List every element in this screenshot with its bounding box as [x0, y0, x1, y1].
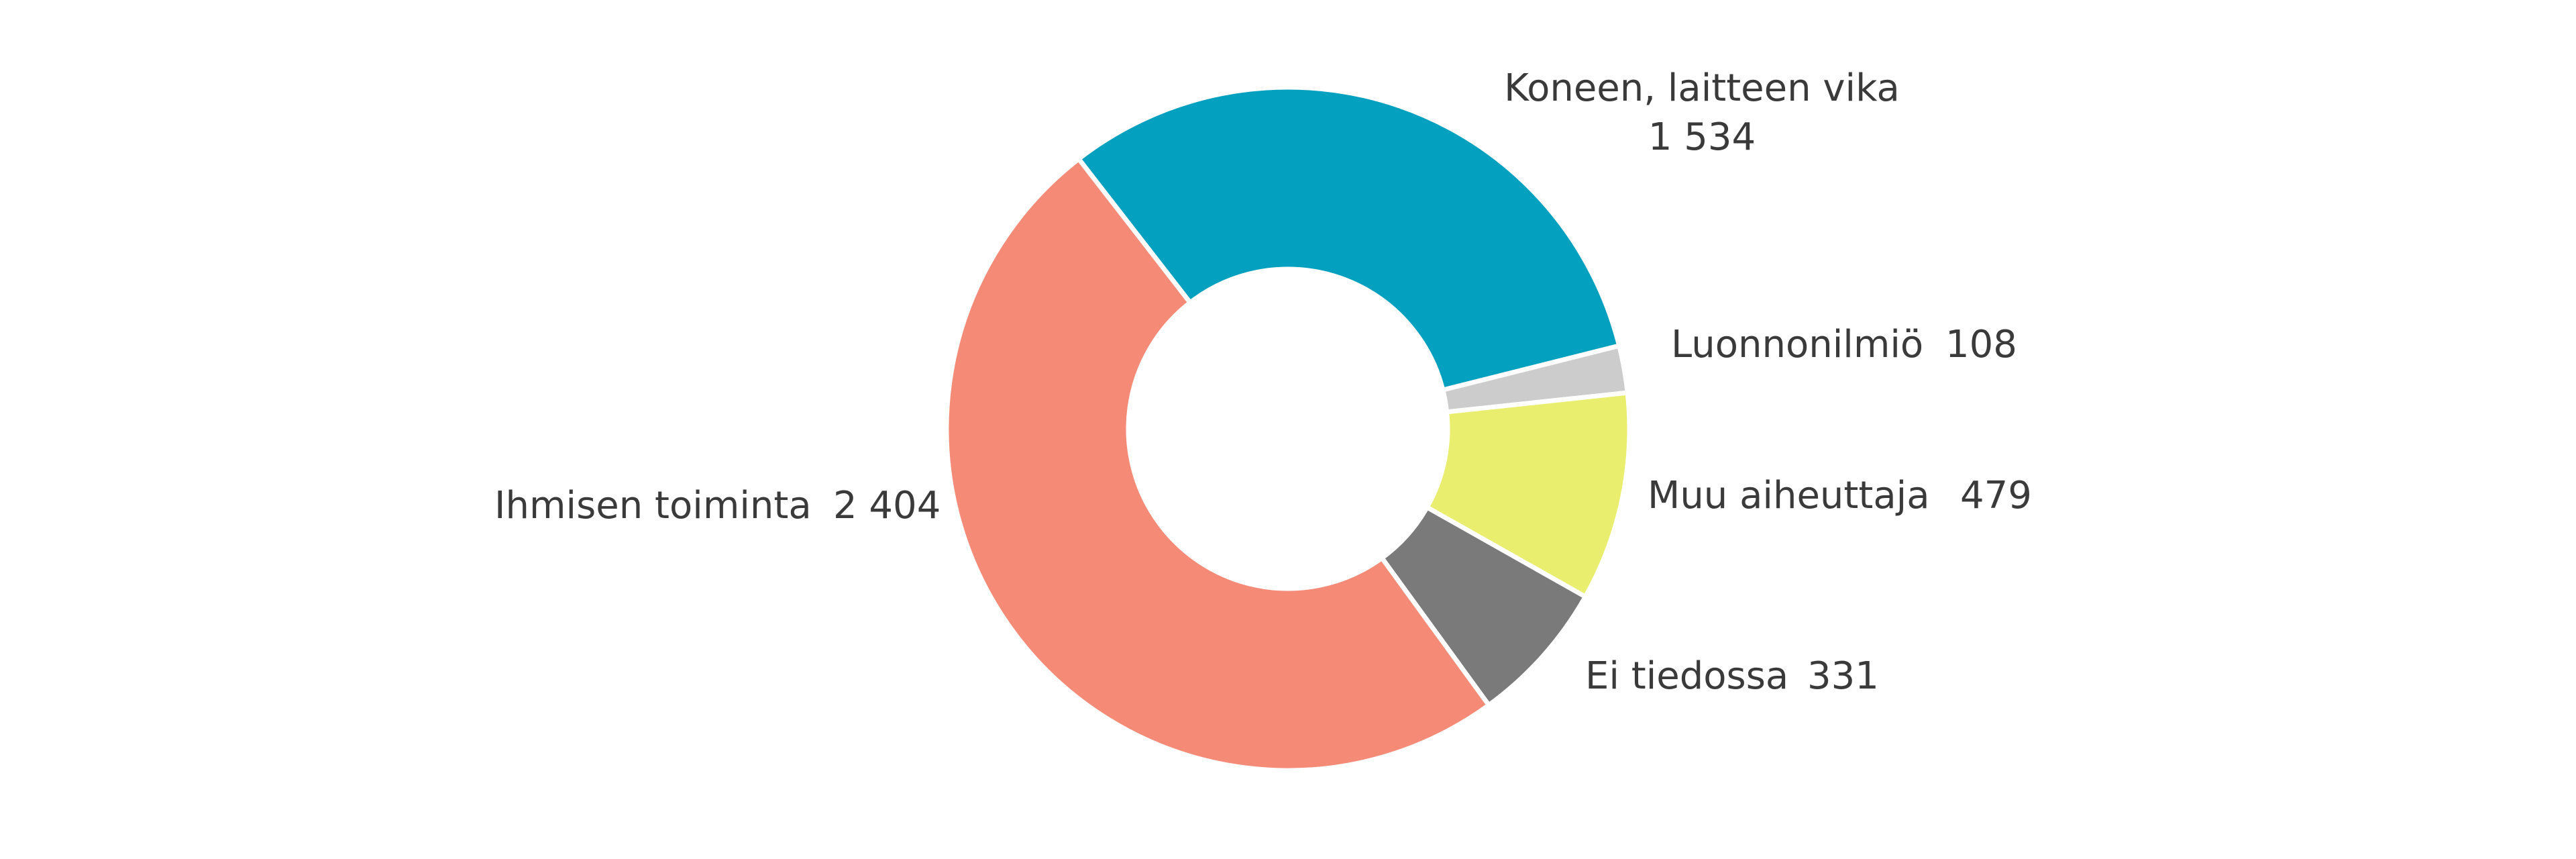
segment-label: Ihmisen toiminta	[494, 484, 812, 527]
value-label: 479	[1960, 474, 2032, 517]
value-label: 2 404	[833, 484, 941, 527]
donut-segment	[944, 155, 1493, 773]
value-label: 331	[1807, 654, 1879, 698]
donut-segment	[1075, 85, 1622, 393]
segment-label: Ei tiedossa	[1585, 654, 1788, 698]
segment-label: Koneen, laitteen vika	[1504, 66, 1900, 110]
value-label: 1 534	[1648, 115, 1756, 159]
donut-segment	[1424, 390, 1632, 600]
segment-label: Muu aiheuttaja	[1648, 474, 1930, 517]
value-label: 108	[1945, 323, 2017, 366]
segment-label: Luonnonilmiö	[1671, 323, 1923, 366]
